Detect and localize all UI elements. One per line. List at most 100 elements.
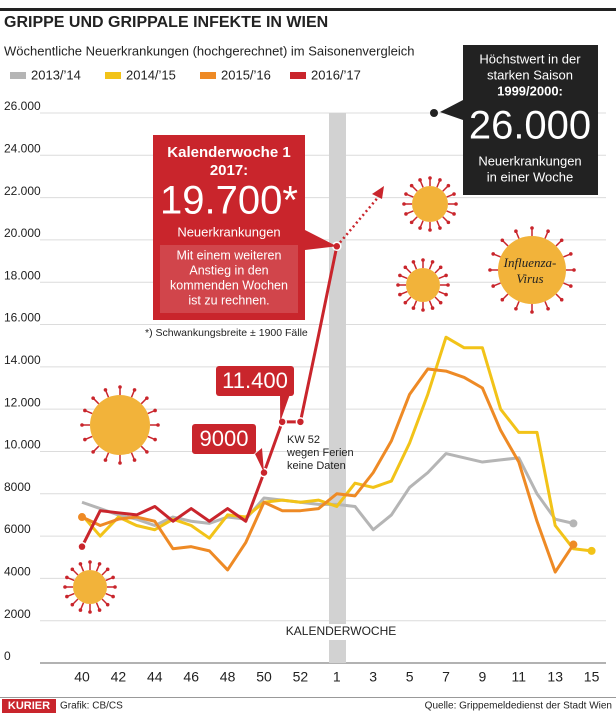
value-label: 11.400 — [222, 368, 288, 393]
virus-knob — [83, 408, 87, 413]
virus-knob — [530, 310, 534, 314]
virus-spike — [93, 398, 100, 405]
virus-spike — [80, 564, 85, 572]
virus-knob — [438, 178, 442, 182]
y-tick-label: 2000 — [4, 607, 31, 621]
virus-spike — [80, 602, 85, 610]
virus-knob — [65, 594, 69, 599]
current-text: Anstieg in den — [189, 263, 268, 277]
annotations: 2013/’14 2014/’15 2015/’16 2016/’17 9000 11.4… — [10, 45, 598, 640]
virus-knob — [145, 396, 149, 400]
virus-knob — [398, 292, 402, 297]
y-tick-label: 18.000 — [4, 268, 41, 282]
y-tick-label: 6000 — [4, 522, 31, 536]
virus-spike — [436, 180, 441, 188]
virus-spike — [95, 564, 100, 572]
chart-subtitle: Wöchentliche Neuerkrankungen (hochgerech… — [4, 43, 414, 58]
x-tick-label: 50 — [256, 669, 272, 685]
x-tick-label: 3 — [369, 669, 377, 685]
virus-spike — [400, 275, 408, 280]
source: Quelle: Grippemeldedienst der Stadt Wien — [425, 701, 612, 712]
x-tick-label: 48 — [220, 669, 236, 685]
virus-spike — [563, 253, 571, 258]
virus-body — [90, 395, 150, 455]
virus-spike — [555, 293, 562, 300]
virus-spike — [544, 301, 549, 309]
virus-knob — [428, 228, 432, 232]
virus-knob — [70, 567, 75, 572]
virus-knob — [111, 594, 115, 599]
virus-spike — [428, 262, 433, 270]
virus — [63, 560, 117, 614]
virus-spike — [419, 180, 424, 188]
virus-knob — [70, 602, 75, 607]
virus-spike — [438, 275, 446, 280]
virus-knob — [446, 283, 450, 287]
y-tick-label: 26.000 — [4, 99, 41, 113]
xlabel-bg — [293, 624, 389, 640]
point — [277, 417, 287, 427]
virus-knob — [488, 268, 492, 272]
virus-body — [498, 236, 566, 304]
virus-spike — [438, 290, 446, 295]
virus — [402, 176, 458, 232]
current-unit: Neuerkrankungen — [177, 224, 280, 239]
virus-spike — [105, 592, 113, 597]
virus-knob — [491, 252, 495, 256]
y-tick-label: 24.000 — [4, 141, 41, 155]
virus-knob — [572, 268, 576, 272]
y-tick-label: 16.000 — [4, 311, 41, 325]
virus-spike — [555, 240, 562, 247]
record-box — [463, 45, 598, 195]
y-tick-label: 12.000 — [4, 395, 41, 409]
y-tick-label: 14.000 — [4, 353, 41, 367]
virus-spike — [434, 296, 441, 303]
virus-spike — [95, 602, 100, 610]
virus-knob — [430, 260, 435, 264]
virus — [488, 226, 576, 314]
virus-body — [406, 268, 440, 302]
x-tick-label: 11 — [512, 669, 527, 685]
virus-knob — [514, 307, 518, 311]
virus-spike — [446, 193, 454, 198]
current-text: ist zu rechnen. — [188, 293, 269, 307]
virus-knob — [103, 458, 108, 462]
legend-entry: 2013/’14 — [10, 67, 81, 82]
virus-knob — [132, 388, 137, 392]
virus-knob — [132, 458, 137, 462]
x-tick-label: 52 — [293, 669, 309, 685]
x-tick-label: 46 — [183, 669, 199, 685]
virus-spike — [413, 262, 418, 270]
virus-spike — [436, 220, 441, 228]
virus-spike — [140, 398, 147, 405]
virus-knob — [444, 292, 448, 297]
virus-spike — [101, 598, 108, 605]
x-tick-label: 13 — [547, 669, 563, 685]
point — [569, 519, 578, 528]
virus-knob — [446, 220, 451, 225]
legend-label: 2014/’15 — [126, 67, 176, 82]
virus-spike — [515, 231, 520, 239]
trend-arrow-head — [372, 186, 384, 199]
virus — [396, 258, 450, 312]
virus-spike — [502, 293, 509, 300]
x-axis-label: KALENDERWOCHE — [286, 624, 396, 638]
virus-knob — [438, 226, 442, 230]
legend-entry: 2016/’17 — [290, 67, 361, 82]
virus-spike — [493, 282, 501, 287]
virus-knob — [97, 562, 102, 566]
current-text: kommenden Wochen — [170, 278, 288, 292]
current-box — [153, 135, 305, 320]
virus-spike — [400, 290, 408, 295]
virus-spike — [130, 390, 135, 398]
virus-spike — [442, 216, 449, 223]
current-heading: Kalenderwoche 1 — [167, 144, 290, 161]
footnote: *) Schwankungsbreite ± 1900 Fälle — [145, 327, 308, 339]
x-tick-label: 15 — [584, 669, 600, 685]
virus-spike — [406, 210, 414, 215]
legend-label: 2013/’14 — [31, 67, 81, 82]
virus-spike — [544, 231, 549, 239]
trend-arrow — [335, 194, 381, 248]
top-rule — [0, 8, 616, 11]
